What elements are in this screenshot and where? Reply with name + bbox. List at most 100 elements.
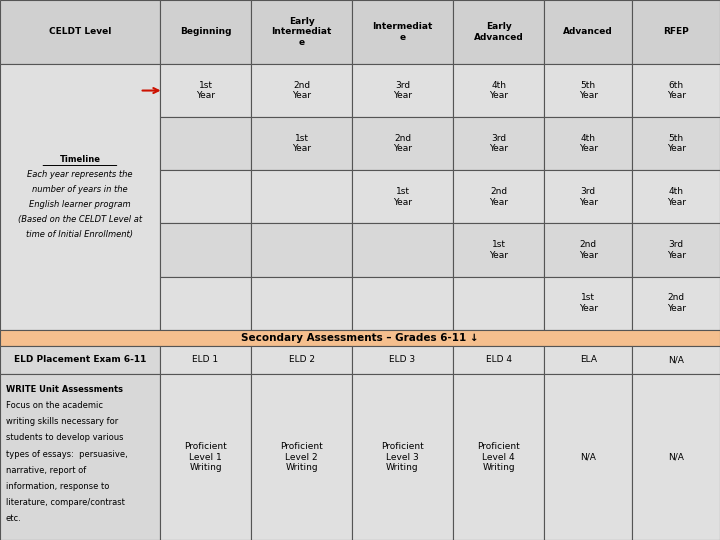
Text: Proficient
Level 2
Writing: Proficient Level 2 Writing [280, 442, 323, 472]
Text: 3rd
Year: 3rd Year [579, 187, 598, 206]
Text: Advanced: Advanced [563, 28, 613, 37]
Bar [251, 374, 352, 540]
Text: 1st
Year: 1st Year [489, 240, 508, 260]
Bar [544, 117, 632, 170]
Text: ELD 3: ELD 3 [390, 355, 415, 364]
Bar [453, 276, 544, 329]
Bar [352, 170, 453, 224]
Bar [160, 64, 251, 117]
Text: 5th
Year: 5th Year [579, 81, 598, 100]
Text: 3rd
Year: 3rd Year [667, 240, 685, 260]
Bar [160, 374, 251, 540]
Text: RFEP: RFEP [663, 28, 689, 37]
Text: etc.: etc. [6, 515, 22, 523]
Text: 1st
Year: 1st Year [292, 134, 311, 153]
Text: 2nd
Year: 2nd Year [292, 81, 311, 100]
Bar [453, 64, 544, 117]
Text: English learner program: English learner program [29, 200, 131, 209]
Text: students to develop various: students to develop various [6, 434, 123, 442]
Bar [251, 276, 352, 329]
Bar [352, 117, 453, 170]
Text: ELD 1: ELD 1 [192, 355, 219, 364]
Text: 3rd
Year: 3rd Year [489, 134, 508, 153]
Text: 2nd
Year: 2nd Year [667, 293, 685, 313]
Bar [251, 224, 352, 276]
Text: ELD Placement Exam 6-11: ELD Placement Exam 6-11 [14, 355, 146, 364]
Text: 2nd
Year: 2nd Year [579, 240, 598, 260]
Text: writing skills necessary for: writing skills necessary for [6, 417, 118, 426]
Bar [544, 0, 632, 64]
Bar [160, 0, 251, 64]
Bar [251, 170, 352, 224]
Bar [0, 374, 160, 540]
Bar [352, 346, 453, 374]
Text: 3rd
Year: 3rd Year [393, 81, 412, 100]
Text: (Based on the CELDT Level at: (Based on the CELDT Level at [18, 215, 142, 224]
Text: 2nd
Year: 2nd Year [489, 187, 508, 206]
Bar [352, 276, 453, 329]
Bar [632, 170, 720, 224]
Bar [632, 64, 720, 117]
Text: 4th
Year: 4th Year [579, 134, 598, 153]
Bar [352, 374, 453, 540]
Text: Proficient
Level 1
Writing: Proficient Level 1 Writing [184, 442, 227, 472]
Bar [352, 0, 453, 64]
Bar [251, 117, 352, 170]
Bar [453, 224, 544, 276]
Bar [160, 346, 251, 374]
Bar [632, 374, 720, 540]
Text: ELD 2: ELD 2 [289, 355, 315, 364]
Text: narrative, report of: narrative, report of [6, 466, 86, 475]
Bar [352, 64, 453, 117]
Text: ELA: ELA [580, 355, 597, 364]
Text: number of years in the: number of years in the [32, 185, 127, 194]
Bar [251, 346, 352, 374]
Text: Timeline: Timeline [60, 154, 100, 164]
Bar [0, 0, 160, 64]
Text: Secondary Assessments – Grades 6-11 ↓: Secondary Assessments – Grades 6-11 ↓ [241, 333, 479, 343]
Text: Proficient
Level 4
Writing: Proficient Level 4 Writing [477, 442, 520, 472]
Text: time of Initial Enrollment): time of Initial Enrollment) [27, 230, 133, 239]
Text: literature, compare/contrast: literature, compare/contrast [6, 498, 125, 507]
Bar [544, 224, 632, 276]
Bar [544, 346, 632, 374]
Text: Focus on the academic: Focus on the academic [6, 401, 103, 410]
Text: N/A: N/A [580, 453, 596, 462]
Bar [544, 64, 632, 117]
Text: WRITE Unit Assessments: WRITE Unit Assessments [6, 385, 122, 394]
Bar [544, 374, 632, 540]
Text: 6th
Year: 6th Year [667, 81, 685, 100]
Text: 1st
Year: 1st Year [579, 293, 598, 313]
Text: 4th
Year: 4th Year [489, 81, 508, 100]
Text: Proficient
Level 3
Writing: Proficient Level 3 Writing [381, 442, 424, 472]
Text: types of essays:  persuasive,: types of essays: persuasive, [6, 450, 127, 458]
Bar [632, 276, 720, 329]
Bar [0, 64, 160, 329]
Bar [0, 329, 720, 346]
Bar [453, 374, 544, 540]
Bar [160, 276, 251, 329]
Bar [632, 346, 720, 374]
Bar [160, 170, 251, 224]
Bar [544, 276, 632, 329]
Text: Intermediat
e: Intermediat e [372, 22, 433, 42]
Bar [632, 224, 720, 276]
Text: 2nd
Year: 2nd Year [393, 134, 412, 153]
Bar [632, 117, 720, 170]
Bar [251, 64, 352, 117]
Text: CELDT Level: CELDT Level [49, 28, 111, 37]
Bar [453, 170, 544, 224]
Bar [453, 0, 544, 64]
Bar [251, 0, 352, 64]
Text: 1st
Year: 1st Year [393, 187, 412, 206]
Text: N/A: N/A [668, 355, 684, 364]
Text: information, response to: information, response to [6, 482, 109, 491]
Bar [0, 346, 160, 374]
Bar [160, 117, 251, 170]
Bar [632, 0, 720, 64]
Text: Each year represents the: Each year represents the [27, 170, 132, 179]
Text: N/A: N/A [668, 453, 684, 462]
Bar [453, 346, 544, 374]
Text: 1st
Year: 1st Year [196, 81, 215, 100]
Bar [453, 117, 544, 170]
